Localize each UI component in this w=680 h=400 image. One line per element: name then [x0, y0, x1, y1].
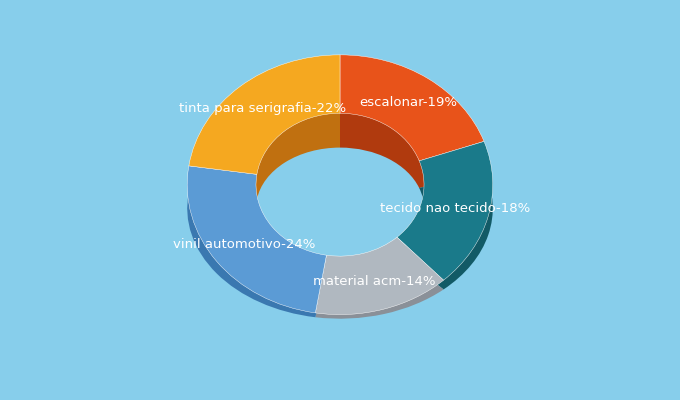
- Text: vinil automotivo-24%: vinil automotivo-24%: [173, 238, 316, 251]
- Wedge shape: [187, 166, 326, 313]
- Wedge shape: [189, 98, 340, 200]
- Wedge shape: [340, 55, 484, 161]
- Wedge shape: [397, 172, 493, 290]
- Wedge shape: [340, 98, 484, 188]
- Wedge shape: [316, 253, 443, 319]
- Wedge shape: [187, 192, 326, 317]
- Wedge shape: [189, 55, 340, 174]
- Wedge shape: [316, 237, 443, 314]
- Text: material acm-14%: material acm-14%: [313, 275, 435, 288]
- Text: tecido nao tecido-18%: tecido nao tecido-18%: [380, 202, 530, 216]
- Wedge shape: [397, 142, 493, 280]
- Text: escalonar-19%: escalonar-19%: [359, 96, 458, 109]
- Text: tinta para serigrafia-22%: tinta para serigrafia-22%: [179, 102, 346, 115]
